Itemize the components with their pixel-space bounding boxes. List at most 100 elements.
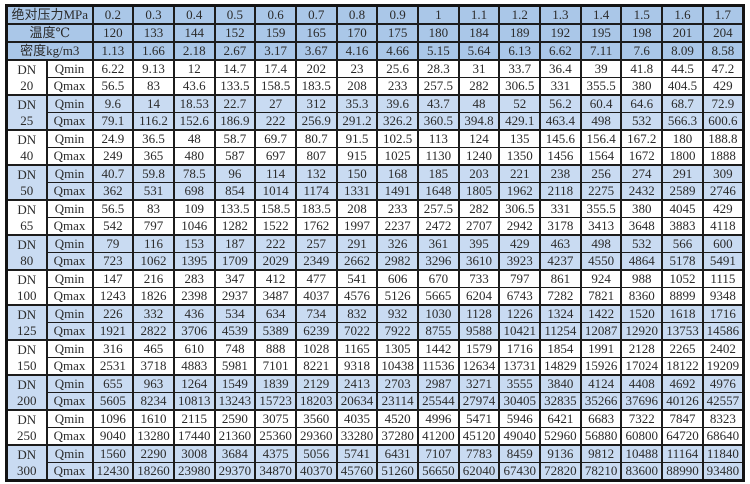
qmax-value-cell: 1456 [539,147,582,166]
qmin-value-cell: 80.7 [294,129,338,148]
qmax-value-cell: 34870 [254,462,297,482]
qmin-value-cell: 1618 [661,304,704,323]
qmax-value-cell: 1174 [294,182,338,201]
qmin-value-cell: 963 [132,374,175,393]
qmin-value-cell: 6421 [539,409,582,428]
qmax-value-cell: 4118 [701,217,745,236]
qmin-value-cell: 187 [213,234,257,253]
qmax-value-cell: 15723 [254,392,297,411]
qmax-value-cell: 8755 [417,322,460,341]
qmin-value-cell: 39 [579,59,623,78]
qmax-label-cell: Qmax [45,357,94,376]
qmax-label-cell: Qmax [45,217,94,236]
qmax-value-cell: 1025 [376,147,419,166]
qmin-value-cell: 283 [172,269,216,288]
pressure-value-cell: 1 [417,4,460,25]
qmax-value-cell: 17440 [172,427,216,446]
qmin-value-cell: 4996 [417,409,460,428]
qmin-value-cell: 988 [620,269,664,288]
qmax-value-cell: 5491 [701,252,745,271]
qmin-value-cell: 797 [498,269,542,288]
qmax-value-cell: 723 [91,252,135,271]
qmax-value-cell: 532 [620,112,664,131]
qmax-value-cell: 2275 [579,182,623,201]
qmin-label-cell: Qmin [45,164,94,183]
qmax-value-cell: 587 [213,147,257,166]
qmax-value-cell: 306.5 [498,77,542,96]
temperature-value-cell: 170 [335,23,379,43]
qmax-value-cell: 13243 [213,392,257,411]
qmax-value-cell: 257.5 [417,77,460,96]
qmin-value-cell: 541 [335,269,379,288]
qmax-row-dn-65: Qmax 542 797 1046 1282 1522 1762 1997 2237 2472 27… [7,217,745,236]
pressure-value-cell: 0.3 [132,4,175,25]
qmin-value-cell: 316 [91,339,135,358]
dn-size: 200 [17,392,37,408]
qmin-value-cell: 1165 [335,339,379,358]
qmin-value-cell: 68.7 [661,94,704,113]
density-value-cell: 7.6 [620,41,664,61]
qmin-value-cell: 2402 [701,339,745,358]
qmin-value-cell: 18.53 [172,94,216,113]
qmax-value-cell: 9318 [335,357,379,376]
qmax-value-cell: 4539 [213,322,257,341]
qmin-label-cell: Qmin [45,409,94,428]
qmax-value-cell: 18122 [661,357,704,376]
qmax-value-cell: 1762 [294,217,338,236]
qmin-value-cell: 72.9 [701,94,745,113]
dn-size: 40 [20,147,34,163]
qmin-value-cell: 3555 [498,374,542,393]
dn-label: DN [17,411,37,427]
qmax-value-cell: 380 [620,77,664,96]
dn-label: DN [17,201,37,217]
qmax-value-cell: 8221 [294,357,338,376]
dn-cell: DN 65 [5,199,48,236]
qmax-value-cell: 6239 [294,322,338,341]
qmin-label-cell: Qmin [45,59,94,78]
qmax-value-cell: 480 [172,147,216,166]
density-value-cell: 2.18 [172,41,216,61]
qmax-value-cell: 233 [376,77,419,96]
qmax-value-cell: 116.2 [132,112,175,131]
qmin-value-cell: 10488 [620,444,664,463]
qmin-value-cell: 12 [172,59,216,78]
density-value-cell: 7.11 [579,41,623,61]
qmin-value-cell: 102.5 [376,129,419,148]
qmin-value-cell: 1442 [417,339,460,358]
dn-label: DN [17,271,37,287]
qmax-value-cell: 43.6 [172,77,216,96]
qmax-value-cell: 1014 [254,182,297,201]
qmin-value-cell: 733 [457,269,501,288]
qmax-row-dn-125: Qmax 1921 2822 3706 4539 5389 6239 7022 7922 8755… [7,322,745,341]
dn-cell: DN 25 [5,94,48,131]
qmax-row-dn-150: Qmax 2531 3718 4883 5981 7101 8221 9318 10438 115… [7,357,745,376]
pressure-value-cell: 1.6 [661,4,704,25]
qmin-value-cell: 5946 [498,409,542,428]
temperature-row-label: 温度℃ [5,23,94,43]
pressure-value-cell: 1.1 [457,4,501,25]
qmax-label-cell: Qmax [45,287,94,306]
qmax-value-cell: 566.3 [661,112,704,131]
temperature-value-cell: 133 [132,23,175,43]
pressure-value-cell: 1.2 [498,4,542,25]
qmax-value-cell: 83 [132,77,175,96]
qmin-value-cell: 36.4 [539,59,582,78]
pressure-value-cell: 0.7 [294,4,338,25]
dn-cell: DN 125 [5,304,48,341]
qmin-value-cell: 78.5 [172,164,216,183]
dn-size: 150 [17,357,37,373]
qmin-value-cell: 5471 [457,409,501,428]
steam-flow-rate-table: 绝对压力MPa 0.2 0.3 0.4 0.5 0.6 0.7 0.8 0.9 1 1.1 1.2 1… [5,4,745,482]
dn-size: 300 [17,462,37,478]
qmax-value-cell: 32835 [539,392,582,411]
density-row-label: 密度kg/m3 [5,41,94,61]
qmax-value-cell: 854 [213,182,257,201]
qmax-value-cell: 3648 [620,217,664,236]
qmin-value-cell: 465 [132,339,175,358]
qmin-value-cell: 282 [457,199,501,218]
dn-size: 50 [20,182,34,198]
qmax-value-cell: 362 [91,182,135,201]
qmin-value-cell: 150 [335,164,379,183]
temperature-value-cell: 165 [294,23,338,43]
qmin-value-cell: 361 [417,234,460,253]
